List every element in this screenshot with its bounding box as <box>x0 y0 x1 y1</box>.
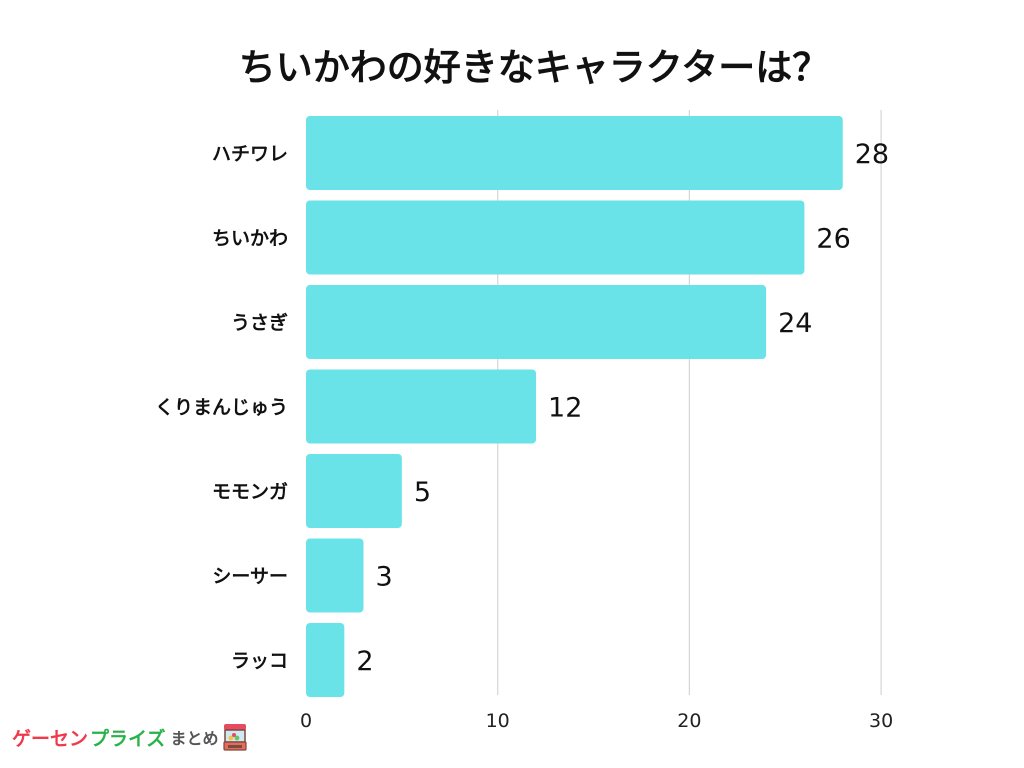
x-tick-label: 10 <box>486 710 510 732</box>
bar <box>306 285 767 359</box>
category-label: ハチワレ <box>212 143 288 165</box>
claw-machine-icon <box>223 724 248 751</box>
value-label: 24 <box>778 308 812 339</box>
bar <box>306 623 345 697</box>
value-label: 2 <box>356 646 373 677</box>
x-tick-label: 20 <box>677 710 701 732</box>
value-label: 5 <box>414 477 431 508</box>
bar <box>306 538 364 613</box>
value-label: 26 <box>816 224 850 255</box>
x-tick-label: 0 <box>300 710 312 732</box>
value-label: 12 <box>548 393 582 424</box>
x-tick-label: 30 <box>869 710 893 732</box>
value-label: 28 <box>855 139 889 170</box>
category-label: シーサー <box>212 566 288 588</box>
logo-text-matome: まとめ <box>170 729 219 748</box>
category-label: ちいかわ <box>212 228 288 250</box>
chart-title: ちいかわの好きなキャラクターは？ <box>239 46 830 89</box>
category-label: モモンガ <box>212 481 288 503</box>
category-label: ラッコ <box>231 650 288 672</box>
logo-text-game: ゲーセン <box>12 727 89 750</box>
bar <box>306 454 402 528</box>
site-logo: ゲーセン プライズ まとめ <box>12 720 248 754</box>
bar <box>306 200 805 275</box>
category-label: くりまんじゅう <box>155 397 288 419</box>
value-label: 3 <box>376 562 393 593</box>
bar <box>306 369 537 444</box>
category-label: うさぎ <box>231 311 288 334</box>
bar <box>306 116 843 190</box>
logo-text-prize: プライズ <box>90 727 166 750</box>
